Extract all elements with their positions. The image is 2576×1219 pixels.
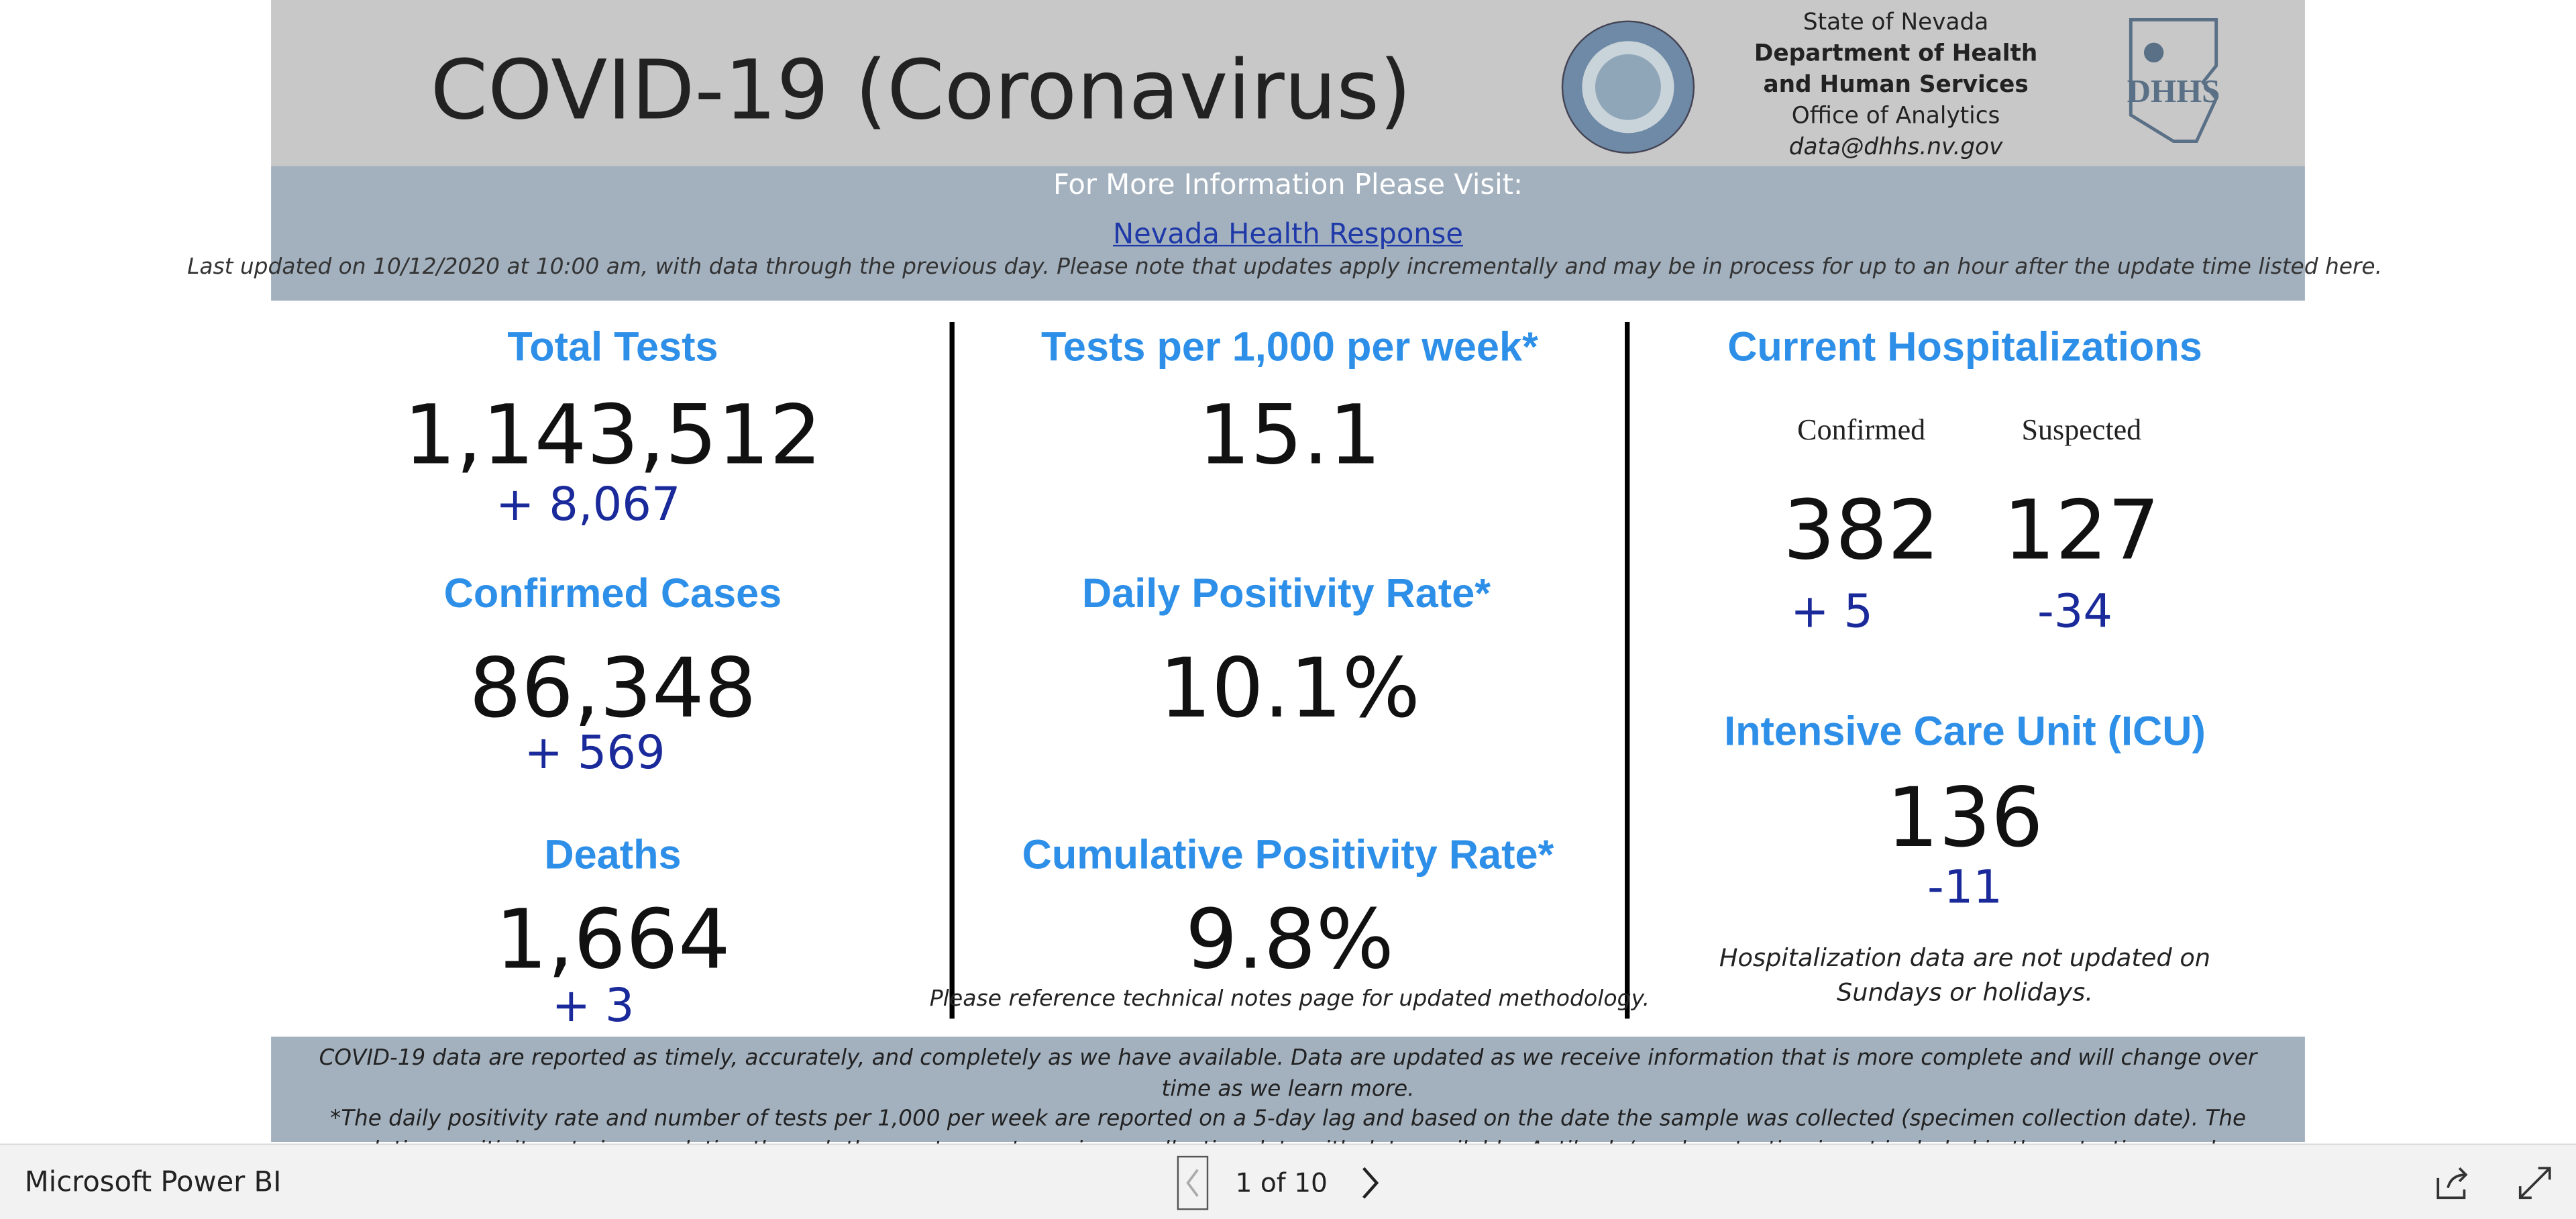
kpi-value: 1,664 bbox=[495, 892, 731, 988]
kpi-value: 127 bbox=[2002, 483, 2160, 579]
kpi-label: Daily Positivity Rate* bbox=[1081, 571, 1491, 617]
bottom-bar bbox=[0, 1143, 2576, 1219]
org-line: data@dhhs.nv.gov bbox=[1788, 134, 2003, 162]
kpi-value: 382 bbox=[1782, 483, 1940, 579]
next-page-button[interactable] bbox=[1357, 1163, 1383, 1203]
info-band bbox=[271, 166, 2305, 301]
state-seal bbox=[1561, 20, 1695, 154]
svg-text:DHHS: DHHS bbox=[2127, 72, 2220, 109]
kpi-change: + 3 bbox=[551, 978, 635, 1033]
org-block: State of Nevada Department of Health and… bbox=[1748, 8, 2044, 164]
fullscreen-button[interactable] bbox=[2517, 1165, 2553, 1201]
kpi-value: 1,143,512 bbox=[403, 387, 822, 484]
pager: 1 of 10 bbox=[1235, 1167, 1328, 1199]
kpi-label: Intensive Care Unit (ICU) bbox=[1724, 708, 2206, 755]
divider bbox=[1625, 322, 1630, 1019]
kpi-label: Deaths bbox=[544, 832, 682, 878]
org-line: State of Nevada bbox=[1803, 9, 1989, 36]
kpi-label: Total Tests bbox=[507, 324, 718, 371]
divider bbox=[949, 322, 955, 1019]
footer-note: COVID-19 data are reported as timely, ac… bbox=[319, 1047, 2257, 1102]
kpi-change: + 569 bbox=[524, 725, 665, 780]
kpi-value: 10.1% bbox=[1159, 641, 1420, 737]
sub-label: Suspected bbox=[2021, 413, 2142, 446]
footer-band bbox=[271, 1037, 2305, 1143]
org-line: Office of Analytics bbox=[1791, 103, 2000, 130]
kpi-note: Hospitalization data are not updated on … bbox=[1719, 943, 2211, 1008]
header bbox=[271, 0, 2305, 166]
kpi-change: + 5 bbox=[1790, 584, 1874, 639]
kpi-value: 136 bbox=[1886, 770, 2043, 866]
kpi-label: Tests per 1,000 per week* bbox=[1041, 324, 1538, 371]
org-line: Department of Health and Human Services bbox=[1754, 41, 2038, 99]
kpi-label: Confirmed Cases bbox=[443, 571, 782, 617]
kpi-note: Please reference technical notes page fo… bbox=[929, 986, 1650, 1012]
kpi-label: Cumulative Positivity Rate* bbox=[1022, 832, 1554, 878]
info-link[interactable]: Nevada Health Response bbox=[1113, 218, 1463, 252]
updated-note: Last updated on 10/12/2020 at 10:00 am, … bbox=[187, 255, 2383, 280]
dhhs-logo: DHHS bbox=[2127, 17, 2220, 144]
kpi-change: -11 bbox=[1927, 860, 2002, 914]
share-button[interactable] bbox=[2434, 1165, 2471, 1201]
sub-label: Confirmed bbox=[1797, 413, 1926, 446]
kpi-label: Current Hospitalizations bbox=[1727, 324, 2202, 371]
kpi-change: -34 bbox=[2037, 584, 2113, 639]
prev-page-button[interactable] bbox=[1176, 1155, 1209, 1211]
info-heading: For More Information Please Visit: bbox=[1053, 169, 1523, 203]
kpi-value: 86,348 bbox=[469, 641, 757, 737]
brand: Microsoft Power BI bbox=[24, 1166, 282, 1200]
kpi-value: 15.1 bbox=[1198, 387, 1381, 484]
kpi-value: 9.8% bbox=[1185, 892, 1394, 988]
title: COVID-19 (Coronavirus) bbox=[430, 42, 1411, 138]
kpi-change: + 8,067 bbox=[495, 477, 681, 532]
